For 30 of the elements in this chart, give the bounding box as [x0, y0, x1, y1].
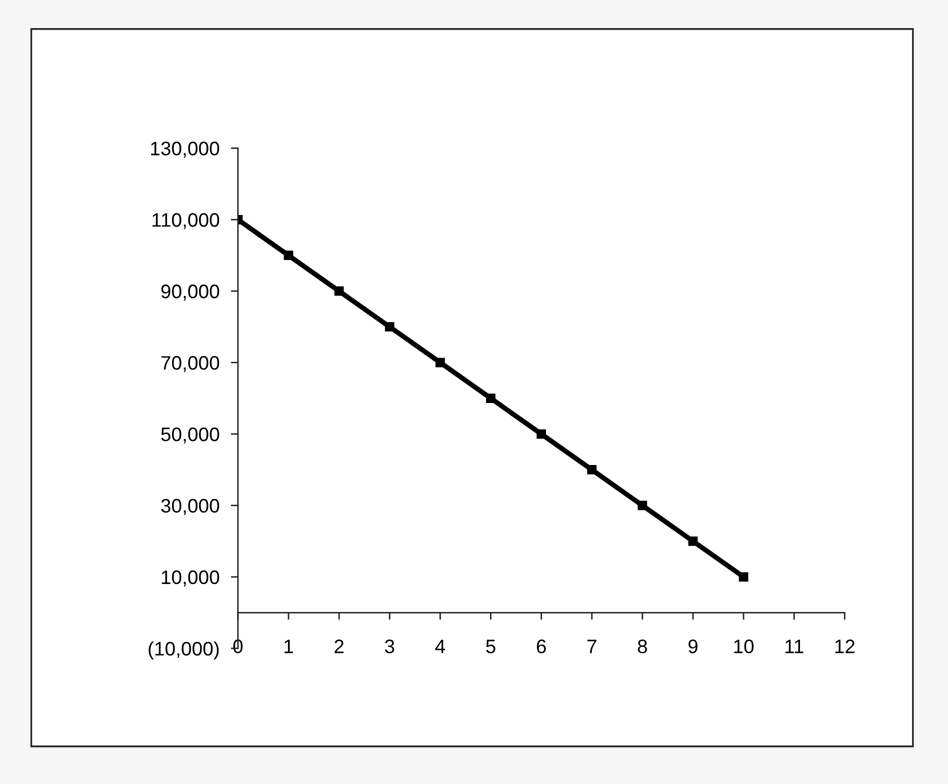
x-tick-label: 6: [536, 640, 546, 654]
x-tick-label: 9: [688, 640, 698, 654]
x-tick-label: 2: [334, 640, 344, 654]
point: [384, 322, 394, 332]
x-tick-label: 7: [587, 640, 596, 654]
point: [587, 465, 597, 474]
point: [334, 286, 344, 296]
y-tick-label: 10,000: [162, 570, 220, 586]
x-tick-label: 12: [835, 640, 855, 654]
y-tick-label: 110,000: [152, 213, 220, 230]
x-tick-label: 5: [486, 640, 496, 654]
y-tick-label: 130,000: [151, 142, 220, 158]
point: [638, 500, 648, 510]
point: [284, 250, 294, 260]
point: [436, 358, 445, 368]
x-tick-label: 4: [435, 640, 446, 654]
x-tick-label: 11: [785, 640, 804, 654]
point: [738, 572, 748, 582]
point: [536, 429, 546, 439]
y-tick-label: 70,000: [161, 356, 220, 372]
x-tick-label: 10: [734, 640, 754, 654]
point: [688, 536, 698, 546]
y-tick-label: 30,000: [161, 498, 220, 515]
y-tick-label: 90,000: [161, 284, 220, 301]
point: [486, 394, 496, 403]
x-tick-label: 1: [284, 640, 293, 654]
x-tick-label: 8: [638, 640, 647, 654]
x-tick-label: 3: [384, 640, 394, 654]
y-tick-label: 50,000: [161, 427, 220, 444]
y-tick-label: (10,000): [148, 641, 219, 660]
